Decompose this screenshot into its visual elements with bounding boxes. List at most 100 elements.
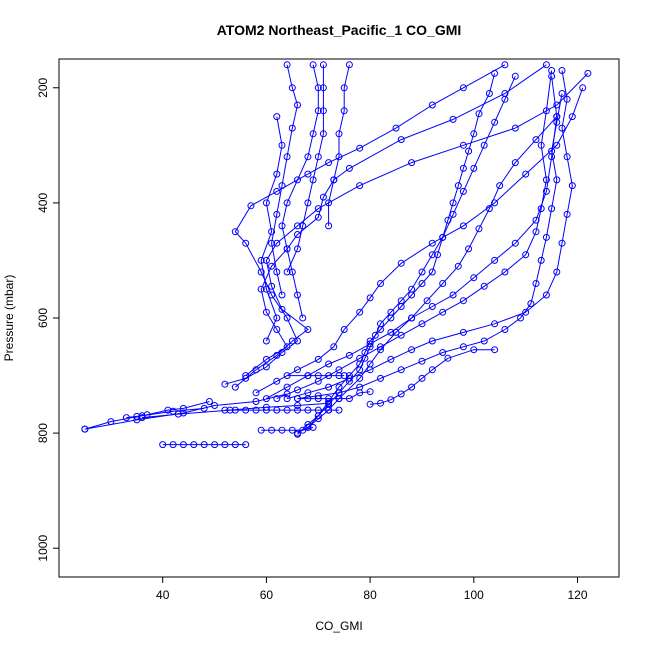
data-point xyxy=(392,328,400,336)
data-point xyxy=(299,426,307,434)
data-point xyxy=(304,199,312,207)
series-22 xyxy=(268,61,301,299)
data-point xyxy=(122,414,130,422)
data-point xyxy=(268,228,276,236)
data-point xyxy=(179,404,187,412)
data-point xyxy=(304,395,312,403)
data-point xyxy=(356,374,364,382)
data-point xyxy=(262,199,270,207)
data-point xyxy=(459,141,467,149)
data-point xyxy=(340,326,348,333)
data-point xyxy=(568,113,576,121)
x-tick-label: 120 xyxy=(568,588,588,602)
data-point xyxy=(294,402,301,409)
data-point xyxy=(434,251,441,259)
series-line xyxy=(255,87,584,394)
data-point xyxy=(459,297,467,305)
series-line xyxy=(224,64,506,385)
data-point xyxy=(371,331,379,339)
series-line xyxy=(260,116,283,342)
data-point xyxy=(558,90,566,97)
data-point xyxy=(288,426,296,434)
data-point xyxy=(340,107,348,115)
data-point xyxy=(319,107,327,115)
data-point xyxy=(397,366,405,374)
data-point xyxy=(459,328,467,336)
data-point xyxy=(340,372,348,380)
y-tick-label: 600 xyxy=(36,308,50,328)
series-24 xyxy=(283,61,327,276)
data-point xyxy=(548,147,556,155)
data-point xyxy=(532,136,540,144)
data-point xyxy=(294,101,301,109)
data-point xyxy=(465,147,473,155)
series-layer xyxy=(81,61,592,449)
data-point xyxy=(366,388,374,396)
data-point xyxy=(480,337,488,345)
data-point xyxy=(366,294,374,302)
data-point xyxy=(377,320,384,328)
data-point xyxy=(294,395,301,403)
data-point xyxy=(387,308,395,316)
data-point xyxy=(309,61,317,69)
series-21 xyxy=(257,113,286,345)
data-point xyxy=(309,176,317,184)
data-point xyxy=(449,210,457,218)
data-point xyxy=(294,291,301,299)
data-point xyxy=(294,176,301,184)
data-point xyxy=(314,395,322,403)
data-point xyxy=(257,426,265,434)
data-point xyxy=(314,355,322,363)
data-point xyxy=(428,268,436,276)
data-point xyxy=(283,199,291,207)
data-point xyxy=(584,69,592,77)
data-point xyxy=(304,423,312,431)
data-point xyxy=(485,90,493,97)
data-point xyxy=(314,412,322,420)
y-tick-label: 1000 xyxy=(36,535,50,562)
data-point xyxy=(418,268,426,276)
data-point xyxy=(542,176,550,184)
x-axis-label: CO_GMI xyxy=(315,619,362,633)
data-point xyxy=(294,337,301,345)
data-point xyxy=(491,256,499,264)
data-point xyxy=(262,355,270,363)
data-point xyxy=(138,414,146,422)
data-point xyxy=(501,268,509,276)
data-point xyxy=(542,61,550,69)
data-point xyxy=(262,337,270,345)
data-point xyxy=(542,291,550,299)
data-point xyxy=(283,383,291,391)
data-point xyxy=(387,396,395,404)
data-point xyxy=(542,187,550,195)
data-point xyxy=(319,61,327,69)
data-point xyxy=(299,314,307,322)
data-point xyxy=(247,202,255,210)
data-point xyxy=(439,280,447,287)
data-point xyxy=(345,61,353,69)
data-point xyxy=(309,130,317,138)
data-point xyxy=(335,406,343,414)
data-point xyxy=(475,225,483,233)
data-point xyxy=(532,280,540,287)
data-point xyxy=(314,372,322,380)
data-point xyxy=(304,326,312,333)
data-point xyxy=(288,268,296,276)
data-point xyxy=(537,256,545,264)
data-point xyxy=(330,176,338,184)
data-point xyxy=(470,346,478,354)
data-point xyxy=(283,245,291,253)
data-point xyxy=(304,406,312,414)
series-line xyxy=(297,93,563,400)
data-point xyxy=(553,141,561,149)
data-point xyxy=(81,425,89,433)
data-point xyxy=(548,67,556,74)
data-point xyxy=(319,193,327,201)
data-point xyxy=(459,222,467,230)
series-18 xyxy=(294,113,561,437)
data-point xyxy=(522,251,530,259)
data-point xyxy=(428,251,436,259)
data-point xyxy=(563,210,571,218)
data-point xyxy=(299,222,307,230)
